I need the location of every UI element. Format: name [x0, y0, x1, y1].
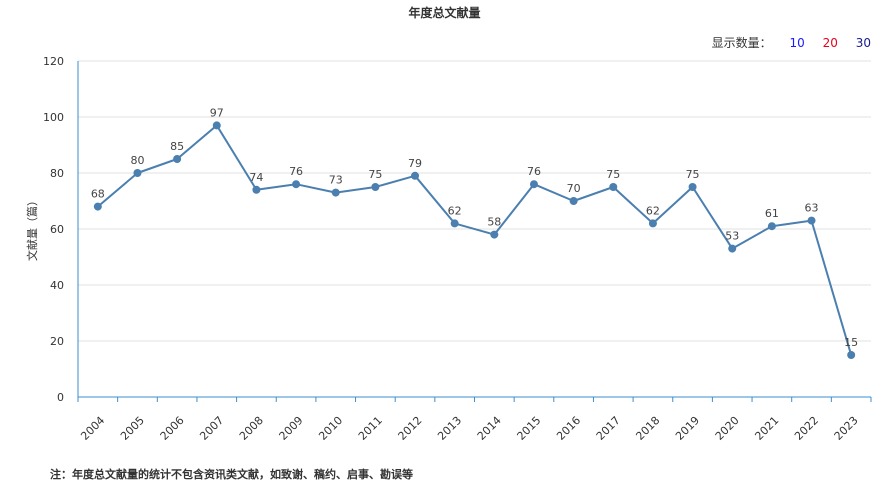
data-label-2021: 61	[765, 207, 779, 220]
y-tick-label-80: 80	[50, 167, 64, 180]
data-point-2023	[847, 351, 856, 359]
data-point-2010	[331, 188, 340, 197]
x-tick-label-2023: 2023	[832, 414, 861, 443]
y-tick-label-0: 0	[57, 391, 64, 404]
data-label-2006: 85	[170, 140, 184, 153]
x-tick-label-2004: 2004	[78, 414, 107, 443]
data-label-2015: 76	[527, 165, 541, 178]
data-point-2018	[648, 219, 657, 228]
display-count-switch: 显示数量： 10 20 30	[712, 34, 871, 51]
data-label-2018: 62	[646, 204, 660, 217]
x-tick-label-2006: 2006	[158, 414, 187, 443]
data-label-2008: 74	[249, 171, 263, 184]
data-point-2015	[529, 180, 538, 189]
y-axis-title: 文献量（篇）	[25, 195, 39, 261]
data-point-2011	[371, 183, 380, 191]
data-point-2012	[411, 171, 420, 180]
data-label-2010: 73	[329, 174, 343, 187]
x-tick-label-2013: 2013	[435, 414, 464, 443]
x-tick-label-2012: 2012	[396, 414, 425, 443]
data-point-2014	[490, 230, 499, 239]
data-point-2004	[93, 202, 102, 211]
data-labels: 68 80 85 97 74 76 73 75 79 62 58 76 70 75 62 75 53 61 63 15	[91, 106, 858, 349]
series	[93, 121, 856, 359]
data-point-2021	[767, 222, 776, 231]
x-tick-label-2016: 2016	[554, 414, 583, 443]
y-tick-label-20: 20	[50, 335, 64, 348]
chart-title: 年度总文献量	[408, 6, 481, 20]
x-tick-label-2011: 2011	[356, 414, 385, 443]
data-label-2005: 80	[130, 154, 144, 167]
data-label-2020: 53	[725, 230, 739, 243]
data-label-2014: 58	[487, 216, 501, 229]
data-point-2020	[728, 244, 737, 253]
data-point-2016	[569, 197, 578, 205]
footnote: 注：年度总文献量的统计不包含资讯类文献，如致谢、稿约、启事、勘误等	[50, 468, 413, 481]
x-tick-label-2018: 2018	[633, 414, 662, 443]
data-label-2013: 62	[448, 204, 462, 217]
x-tick-label-2010: 2010	[316, 414, 345, 443]
data-point-2005	[133, 169, 142, 177]
x-tick-label-2008: 2008	[237, 414, 266, 443]
data-point-2019	[688, 183, 697, 191]
data-label-2019: 75	[686, 168, 700, 181]
data-label-2022: 63	[805, 202, 819, 215]
x-tick-label-2020: 2020	[713, 414, 742, 443]
x-tick-label-2007: 2007	[197, 414, 226, 443]
data-label-2007: 97	[210, 106, 224, 119]
y-tick-label-40: 40	[50, 279, 64, 292]
data-point-2013	[450, 219, 459, 228]
axes: 0 20 40 60 80 100 120 2004 2005 2006 2007 2008 2009 2…	[43, 55, 872, 443]
data-point-2007	[212, 121, 221, 130]
data-point-2006	[173, 155, 182, 163]
data-label-2016: 70	[567, 182, 581, 195]
x-tick-label-2014: 2014	[475, 414, 504, 443]
x-tick-label-2017: 2017	[594, 414, 623, 443]
data-point-2008	[252, 185, 261, 194]
x-tick-label-2009: 2009	[277, 414, 306, 443]
gridlines	[78, 60, 871, 342]
data-label-2009: 76	[289, 165, 303, 178]
data-label-2023: 15	[844, 336, 858, 349]
series-line	[97, 124, 853, 356]
x-tick-label-2021: 2021	[752, 414, 781, 443]
data-point-2009	[292, 180, 301, 189]
data-label-2017: 75	[606, 168, 620, 181]
data-label-2011: 75	[368, 168, 382, 181]
x-tick-label-2015: 2015	[515, 414, 544, 443]
x-tick-label-2022: 2022	[792, 414, 821, 443]
data-label-2012: 79	[408, 157, 422, 170]
display-count-option-10[interactable]: 10	[789, 36, 805, 50]
data-point-2022	[807, 216, 816, 225]
y-tick-label-60: 60	[50, 223, 64, 236]
y-tick-label-120: 120	[43, 55, 64, 68]
x-tick-label-2005: 2005	[118, 414, 147, 443]
display-count-label: 显示数量：	[711, 36, 772, 50]
x-tick-label-2019: 2019	[673, 414, 702, 443]
data-point-2017	[609, 183, 618, 191]
data-label-2004: 68	[91, 188, 105, 201]
y-tick-label-100: 100	[43, 111, 64, 124]
display-count-option-30[interactable]: 30	[855, 36, 871, 50]
display-count-option-20[interactable]: 20	[822, 36, 838, 50]
